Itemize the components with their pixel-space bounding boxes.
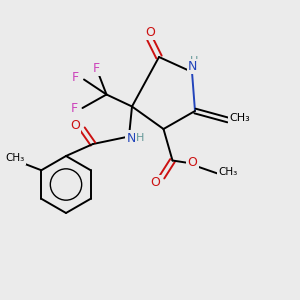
Text: F: F [72, 71, 79, 84]
Text: CH₃: CH₃ [218, 167, 238, 177]
Text: H: H [190, 56, 199, 66]
Text: O: O [145, 26, 155, 39]
Text: F: F [92, 62, 100, 75]
Text: O: O [188, 156, 197, 170]
Text: F: F [70, 102, 78, 115]
Text: H: H [136, 133, 145, 143]
Text: O: O [70, 119, 80, 132]
Text: CH₃: CH₃ [6, 153, 25, 163]
Text: O: O [151, 176, 160, 189]
Text: CH₃: CH₃ [230, 112, 250, 123]
Text: N: N [127, 131, 136, 145]
Text: N: N [188, 60, 197, 73]
